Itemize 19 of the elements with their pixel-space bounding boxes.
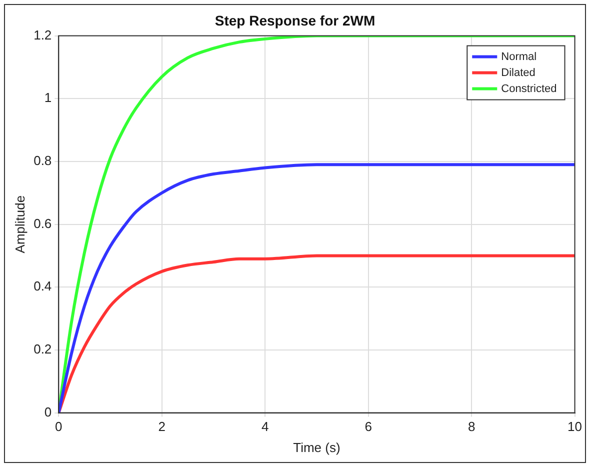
- x-axis-title: Time (s): [293, 440, 340, 455]
- x-tick-label: 8: [468, 419, 476, 434]
- y-tick-label: 0.6: [34, 216, 52, 231]
- y-tick-label: 0.8: [34, 153, 52, 168]
- x-tick-label: 6: [364, 419, 372, 434]
- y-tick-label: 0.4: [34, 278, 52, 294]
- chart-title: Step Response for 2WM: [214, 12, 376, 28]
- y-tick-label: 0: [44, 404, 52, 420]
- y-tick-label: 1: [44, 90, 52, 106]
- x-tick-label: 4: [261, 419, 269, 434]
- legend-label: Dilated: [501, 66, 536, 79]
- legend-label: Normal: [501, 50, 537, 63]
- y-tick-label: 0.2: [34, 342, 52, 357]
- legend-label: Constricted: [501, 82, 557, 95]
- x-tick-label: 10: [568, 419, 582, 434]
- x-tick-label: 0: [55, 419, 62, 434]
- y-axis-title: Amplitude: [12, 195, 28, 254]
- x-tick-label: 2: [158, 419, 166, 434]
- y-tick-label: 1.2: [34, 27, 52, 42]
